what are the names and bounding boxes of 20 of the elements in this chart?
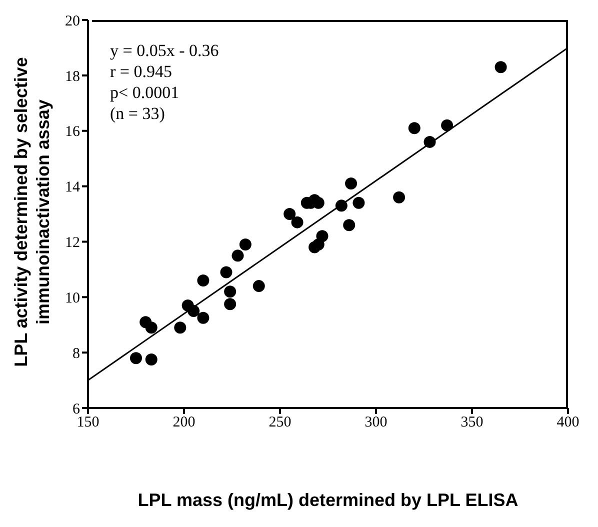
annotation: r = 0.945 (110, 61, 173, 82)
annotation: y = 0.05x - 0.36 (110, 40, 219, 61)
y-tick-label: 20 (65, 13, 80, 30)
x-tick-label: 350 (460, 414, 484, 431)
y-tick-label: 8 (72, 346, 80, 362)
y-tick-label: 14 (65, 180, 80, 196)
annotation: (n = 33) (110, 103, 166, 124)
y-tick-label: 6 (72, 401, 80, 418)
y-tick-label: 16 (65, 124, 80, 140)
y-tick-label: 12 (65, 235, 80, 252)
annotation: p< 0.0001 (110, 82, 180, 103)
x-tick-label: 300 (364, 414, 388, 431)
x-tick-label: 400 (556, 414, 580, 431)
x-tick-label: 150 (76, 414, 100, 431)
y-tick-label: 10 (65, 290, 80, 306)
y-tick-label: 18 (65, 68, 80, 85)
y-axis-title: LPL activity determined by selective immunoinactivation assay (10, 56, 54, 369)
x-tick-label: 250 (268, 414, 292, 431)
x-axis-title: LPL mass (ng/mL) determined by LPL ELISA (136, 490, 520, 511)
x-tick-label: 200 (172, 414, 196, 431)
